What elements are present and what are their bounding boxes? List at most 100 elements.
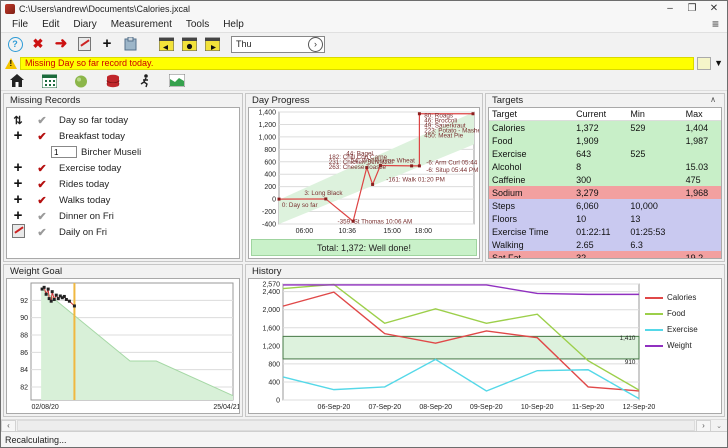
view-toolbar	[1, 71, 727, 91]
menu-file[interactable]: File	[5, 18, 35, 31]
plus-icon[interactable]: +	[11, 163, 25, 173]
menu-measurement[interactable]: Measurement	[104, 18, 179, 31]
legend-swatch	[645, 329, 663, 331]
svg-text:84: 84	[20, 367, 28, 374]
check-icon[interactable]: ✔	[29, 114, 55, 127]
missing-records-panel: Missing Records ⇅✔Day so far today+✔Brea…	[3, 93, 243, 262]
svg-text:2,400: 2,400	[262, 289, 280, 296]
targets-row[interactable]: Food1,9091,987	[489, 134, 721, 147]
scrollbar-track[interactable]	[17, 420, 695, 431]
missing-record-row: + ✔ Exercise today	[7, 160, 239, 176]
title-bar: C:\Users\andrew\Documents\Calories.jxcal…	[1, 1, 727, 16]
quantity-input[interactable]	[51, 146, 77, 158]
clipboard-button[interactable]	[122, 36, 138, 52]
menu-edit[interactable]: Edit	[35, 18, 66, 31]
plus-icon: +	[103, 39, 112, 49]
plus-icon[interactable]: +	[11, 211, 25, 221]
day-selector[interactable]: Thu ›	[231, 36, 325, 53]
minimize-button[interactable]: –	[659, 2, 681, 16]
targets-row[interactable]: Caffeine300475	[489, 173, 721, 186]
svg-text:400: 400	[264, 172, 276, 179]
targets-row[interactable]: Alcohol815.03	[489, 160, 721, 173]
target-min: 6.3	[627, 238, 682, 251]
targets-row[interactable]: Calories1,3725291,404	[489, 121, 721, 135]
update-record-icon[interactable]: ⇅	[11, 114, 25, 127]
missing-record-label: Breakfast today	[59, 131, 125, 142]
hamburger-icon[interactable]: ≡	[704, 17, 727, 31]
target-max	[683, 199, 721, 212]
menu-tools[interactable]: Tools	[179, 18, 216, 31]
missing-record-label: Daily on Fri	[59, 227, 107, 238]
targets-header-cell: Min	[627, 108, 682, 121]
targets-row[interactable]: Exercise643525	[489, 147, 721, 160]
svg-text:800: 800	[264, 147, 276, 154]
resize-grip-icon[interactable]: ⌄	[711, 421, 727, 431]
calendar-prev-button[interactable]	[158, 36, 174, 52]
delete-button[interactable]: ✖	[30, 36, 46, 52]
target-min	[627, 160, 682, 173]
calendar-today-button[interactable]	[181, 36, 197, 52]
target-max: 1,968	[683, 186, 721, 199]
check-icon[interactable]: ✔	[29, 226, 55, 239]
missing-record-label: Rides today	[59, 179, 109, 190]
database-button[interactable]	[105, 73, 121, 89]
edit-record-button[interactable]	[76, 36, 92, 52]
svg-text:-161: Walk 01:20 PM: -161: Walk 01:20 PM	[386, 176, 445, 183]
plus-icon[interactable]: +	[11, 195, 25, 205]
svg-text:07-Sep-20: 07-Sep-20	[368, 404, 401, 411]
svg-text:09-Sep-20: 09-Sep-20	[470, 404, 503, 411]
edit-record-icon[interactable]	[11, 224, 25, 241]
home-button[interactable]	[9, 73, 25, 89]
history-chart: 2,5702,4002,0001,6001,200800400006-Sep-2…	[249, 279, 645, 413]
calendar-next-button[interactable]	[204, 36, 220, 52]
warning-dropdown-icon[interactable]: ▼	[714, 58, 723, 68]
food-apple-icon	[74, 74, 88, 88]
check-icon[interactable]: ✔	[29, 194, 55, 207]
targets-row[interactable]: Walking2.656.3	[489, 238, 721, 251]
scroll-right-icon[interactable]: ›	[696, 420, 711, 432]
targets-title-text: Targets	[492, 95, 523, 106]
legend-swatch	[645, 297, 663, 299]
warning-options-button[interactable]	[697, 57, 711, 70]
exercise-button[interactable]	[137, 73, 153, 89]
horizontal-scrollbar: ‹ › ⌄	[1, 419, 727, 431]
add-record-button[interactable]: +	[99, 36, 115, 52]
weight-button[interactable]	[169, 73, 185, 89]
legend-item-weight: Weight	[645, 341, 721, 350]
target-max: 19.2	[683, 251, 721, 259]
plus-icon[interactable]: +	[11, 131, 25, 141]
targets-row[interactable]: Sat Fat3219.2	[489, 251, 721, 259]
target-current: 8	[573, 160, 627, 173]
targets-scroll-up-icon[interactable]: ∧	[710, 95, 718, 106]
check-icon[interactable]: ✔	[29, 130, 55, 143]
target-min	[627, 186, 682, 199]
svg-text:910: 910	[625, 359, 636, 366]
maximize-button[interactable]: ❐	[681, 2, 703, 16]
targets-row[interactable]: Sodium3,2791,968	[489, 186, 721, 199]
svg-text:82: 82	[20, 385, 28, 392]
combo-dropdown-icon[interactable]: ›	[308, 37, 323, 52]
targets-panel: Targets ∧ TargetCurrentMinMaxCalories1,3…	[485, 93, 725, 262]
close-button[interactable]: ✕	[703, 2, 725, 16]
svg-text:200: 200	[264, 184, 276, 191]
help-button[interactable]: ?	[7, 36, 23, 52]
target-max	[683, 212, 721, 225]
targets-row[interactable]: Exercise Time01:22:1101:25:53	[489, 225, 721, 238]
check-icon[interactable]: ✔	[29, 178, 55, 191]
targets-header-cell: Current	[573, 108, 627, 121]
svg-text:0: 0	[272, 197, 276, 204]
check-icon[interactable]: ✔	[29, 162, 55, 175]
targets-row[interactable]: Floors1013	[489, 212, 721, 225]
targets-row[interactable]: Steps6,06010,000	[489, 199, 721, 212]
diary-button[interactable]	[41, 73, 57, 89]
check-icon[interactable]: ✔	[29, 210, 55, 223]
target-min: 13	[627, 212, 682, 225]
menu-diary[interactable]: Diary	[66, 18, 103, 31]
food-button[interactable]	[73, 73, 89, 89]
missing-record-label: Exercise today	[59, 163, 121, 174]
plus-icon[interactable]: +	[11, 179, 25, 189]
target-name: Steps	[489, 199, 573, 212]
go-to-day-button[interactable]: ➜	[53, 36, 69, 52]
menu-help[interactable]: Help	[216, 18, 251, 31]
scroll-left-icon[interactable]: ‹	[1, 420, 16, 432]
